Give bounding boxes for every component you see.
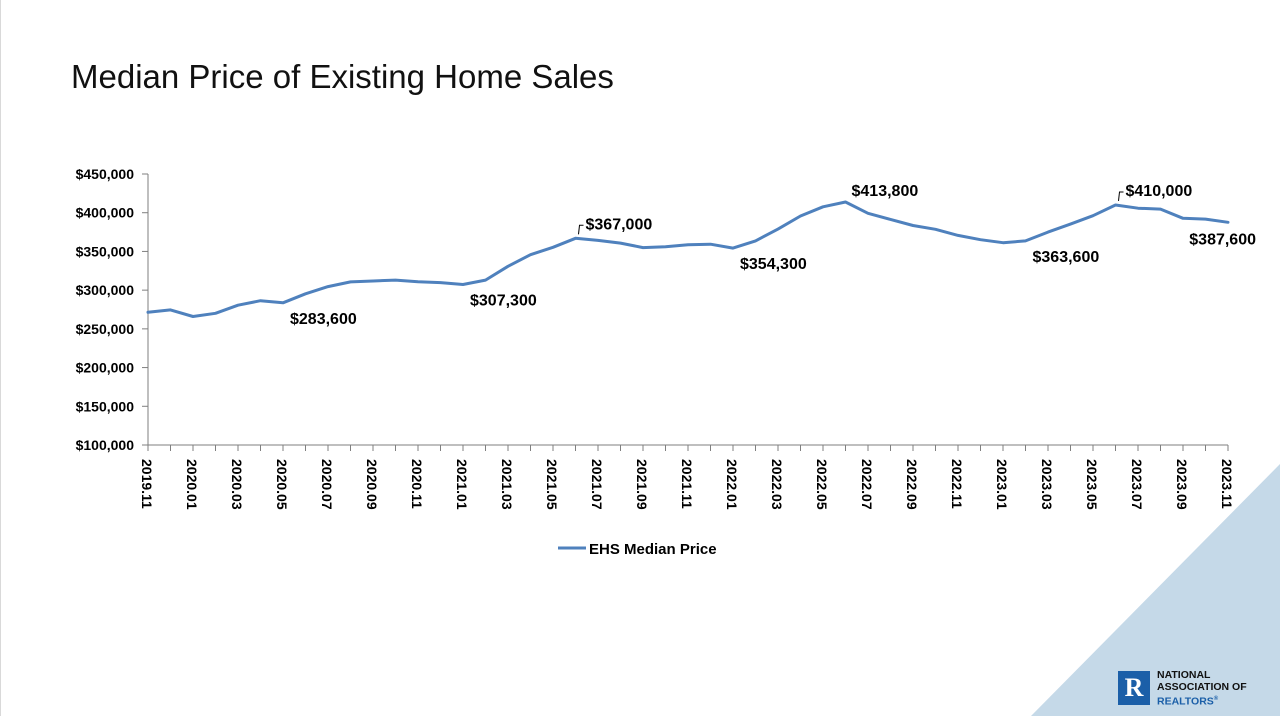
- x-tick-label: 2023.05: [1084, 459, 1100, 510]
- data-label: $367,000: [586, 216, 653, 233]
- x-tick-label: 2023.07: [1129, 459, 1145, 510]
- legend: EHS Median Price: [558, 541, 717, 558]
- realtor-r-icon: R: [1118, 671, 1150, 705]
- x-tick-label: 2022.11: [949, 459, 965, 509]
- legend-label: EHS Median Price: [589, 541, 717, 558]
- x-tick-label: 2021.11: [679, 459, 695, 509]
- x-tick-label: 2021.05: [544, 459, 560, 510]
- logo-line-2: ASSOCIATION OF: [1157, 680, 1247, 693]
- series-line: [146, 200, 1230, 318]
- x-tick-label: 2021.03: [499, 459, 515, 510]
- y-tick-label: $100,000: [76, 437, 135, 453]
- x-tick-label: 2020.07: [319, 459, 335, 510]
- x-tick-label: 2021.09: [634, 459, 650, 510]
- y-tick-label: $150,000: [76, 398, 135, 414]
- y-tick-label: $300,000: [76, 282, 135, 298]
- x-tick-label: 2022.05: [814, 459, 830, 510]
- x-tick-label: 2021.07: [589, 459, 605, 510]
- y-tick-label: $450,000: [76, 166, 135, 182]
- y-tick-label: $250,000: [76, 321, 135, 337]
- x-tick-label: 2022.03: [769, 459, 785, 510]
- data-label: $387,600: [1189, 231, 1256, 248]
- y-tick-label: $350,000: [76, 243, 135, 259]
- y-tick-label: $400,000: [76, 205, 135, 221]
- x-tick-label: 2019.11: [139, 459, 155, 509]
- x-tick-label: 2020.01: [184, 459, 200, 510]
- x-tick-label: 2023.11: [1219, 459, 1235, 509]
- x-tick-label: 2020.03: [229, 459, 245, 510]
- logo-line-3: REALTORS®: [1157, 695, 1219, 708]
- x-tick-label: 2023.09: [1174, 459, 1190, 510]
- x-tick-label: 2020.11: [409, 459, 425, 509]
- series-ehs-median-price: [146, 200, 1230, 318]
- data-label: $410,000: [1126, 183, 1193, 200]
- x-tick-label: 2023.01: [994, 459, 1010, 510]
- x-axis: 2019.11 2020.01 2020.03 2020.05 2020.07 2020.…: [139, 444, 1235, 510]
- x-tick-label: 2020.05: [274, 459, 290, 510]
- x-tick-label: 2022.07: [859, 459, 875, 510]
- x-tick-label: 2021.01: [454, 459, 470, 510]
- data-label: $354,300: [740, 256, 807, 273]
- x-tick-label: 2022.01: [724, 459, 740, 510]
- data-label: $413,800: [852, 183, 919, 200]
- y-tick-label: $200,000: [76, 360, 135, 376]
- slide-left-border: [0, 0, 1, 716]
- logo-text: NATIONAL ASSOCIATION OF REALTORS®: [1157, 669, 1247, 708]
- label-leader-line: [1118, 191, 1124, 202]
- x-tick-label: 2022.09: [904, 459, 920, 510]
- label-leader-line: [578, 224, 584, 235]
- data-label: $363,600: [1033, 249, 1100, 266]
- data-label: $307,300: [470, 292, 537, 309]
- data-labels: $283,600 $307,300 $367,000 $354,300 $413,800…: [290, 183, 1256, 328]
- logo-line-1: NATIONAL: [1157, 668, 1211, 681]
- nar-logo: R NATIONAL ASSOCIATION OF REALTORS®: [1118, 668, 1268, 708]
- y-axis: $100,000 $150,000 $200,000 $250,000 $300,000…: [76, 166, 149, 453]
- page-title: Median Price of Existing Home Sales: [71, 58, 614, 95]
- x-tick-label: 2023.03: [1039, 459, 1055, 510]
- x-tick-label: 2020.09: [364, 459, 380, 510]
- data-label: $283,600: [290, 311, 357, 328]
